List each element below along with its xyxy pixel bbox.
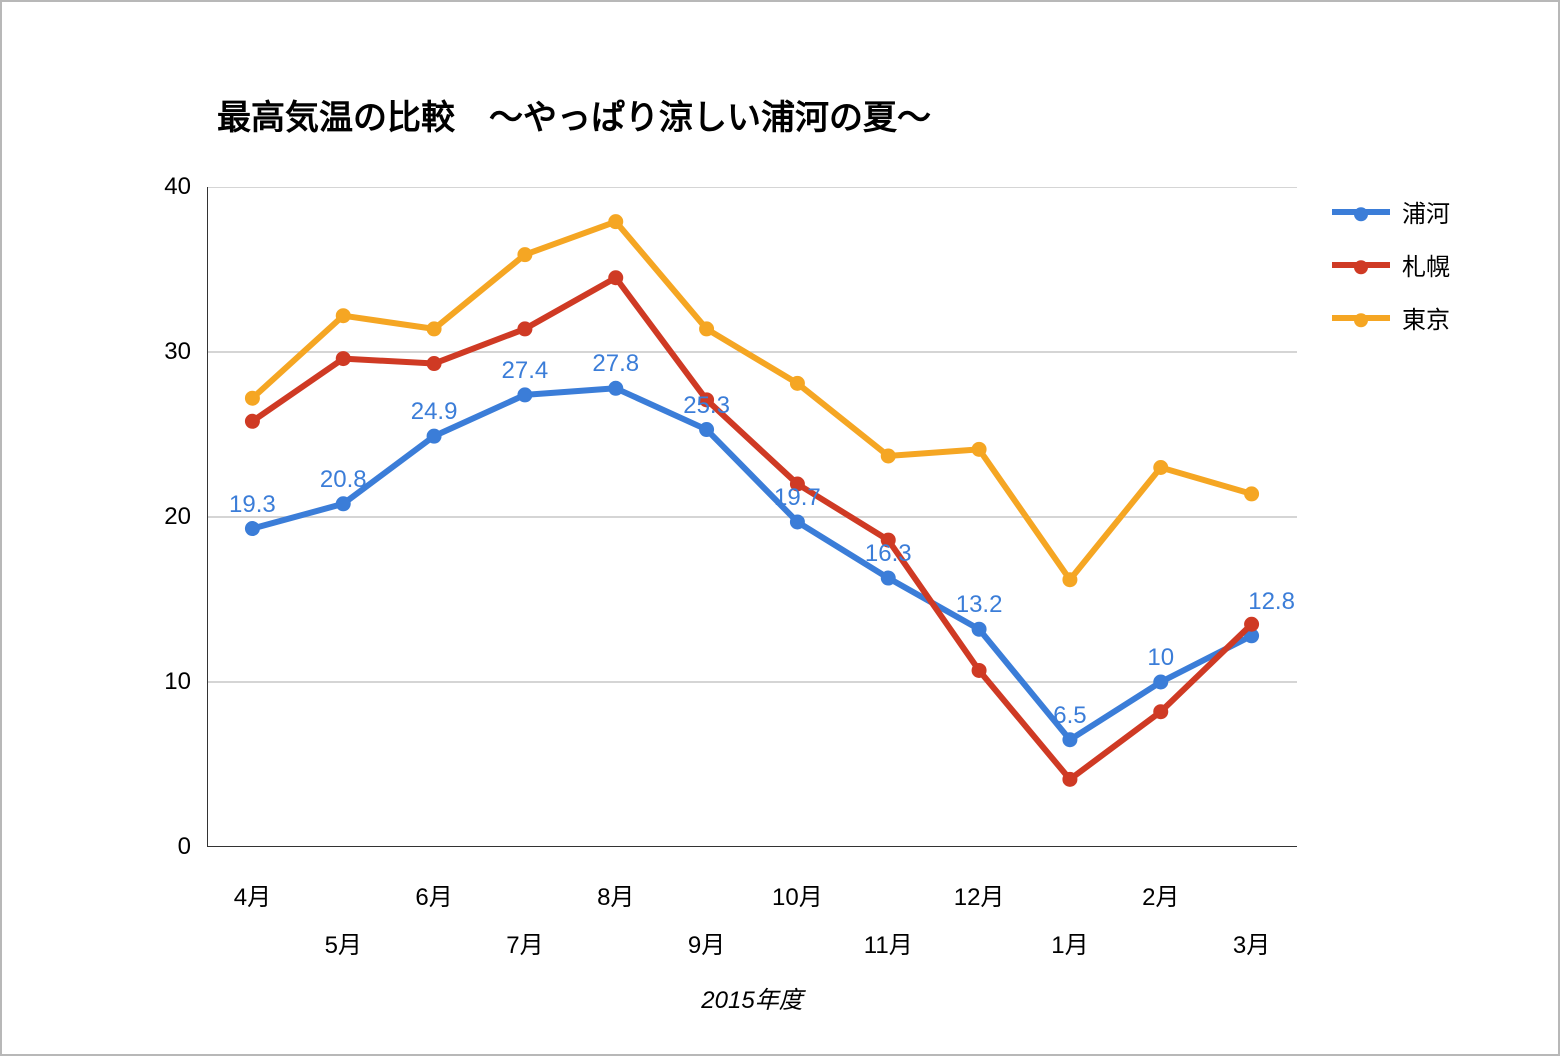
data-label: 25.3: [683, 392, 730, 420]
y-tick-label: 10: [164, 668, 191, 696]
legend-swatch: [1332, 262, 1390, 268]
x-tick-label: 9月: [688, 925, 725, 960]
y-tick-label: 0: [178, 833, 191, 861]
chart-title: 最高気温の比較 〜やっぱり涼しい浦河の夏〜: [217, 90, 931, 139]
chart-container: 最高気温の比較 〜やっぱり涼しい浦河の夏〜 浦河札幌東京 2015年度 0 10 2…: [0, 0, 1560, 1056]
chart-legend: 浦河札幌東京: [1332, 194, 1450, 353]
x-tick-label: 12月: [954, 877, 1005, 912]
x-tick-label: 2月: [1142, 877, 1179, 912]
data-label: 19.3: [229, 491, 276, 519]
legend-label: 東京: [1402, 300, 1450, 335]
data-label: 12.8: [1248, 588, 1295, 616]
x-tick-label: 7月: [506, 925, 543, 960]
data-label: 19.7: [774, 484, 821, 512]
data-label: 24.9: [411, 398, 458, 426]
legend-label: 浦河: [1402, 194, 1450, 229]
x-tick-label: 1月: [1051, 925, 1088, 960]
data-label: 6.5: [1053, 702, 1086, 730]
legend-item: 札幌: [1332, 247, 1450, 282]
y-tick-label: 30: [164, 338, 191, 366]
x-tick-label: 3月: [1233, 925, 1270, 960]
data-label: 27.8: [592, 350, 639, 378]
x-tick-label: 4月: [234, 877, 271, 912]
legend-swatch: [1332, 209, 1390, 215]
legend-item: 浦河: [1332, 194, 1450, 229]
chart-xlabel: 2015年度: [701, 980, 802, 1015]
data-label: 13.2: [956, 591, 1003, 619]
data-label: 20.8: [320, 466, 367, 494]
legend-label: 札幌: [1402, 247, 1450, 282]
data-label: 10: [1147, 644, 1174, 672]
x-tick-label: 5月: [325, 925, 362, 960]
y-tick-label: 40: [164, 173, 191, 201]
x-tick-label: 11月: [864, 925, 913, 960]
data-label: 27.4: [502, 357, 549, 385]
chart-plot: [207, 187, 1297, 847]
data-label: 16.3: [865, 540, 912, 568]
x-tick-label: 8月: [597, 877, 634, 912]
legend-item: 東京: [1332, 300, 1450, 335]
x-tick-label: 10月: [772, 877, 823, 912]
x-tick-label: 6月: [415, 877, 452, 912]
y-tick-label: 20: [164, 503, 191, 531]
legend-swatch: [1332, 315, 1390, 321]
